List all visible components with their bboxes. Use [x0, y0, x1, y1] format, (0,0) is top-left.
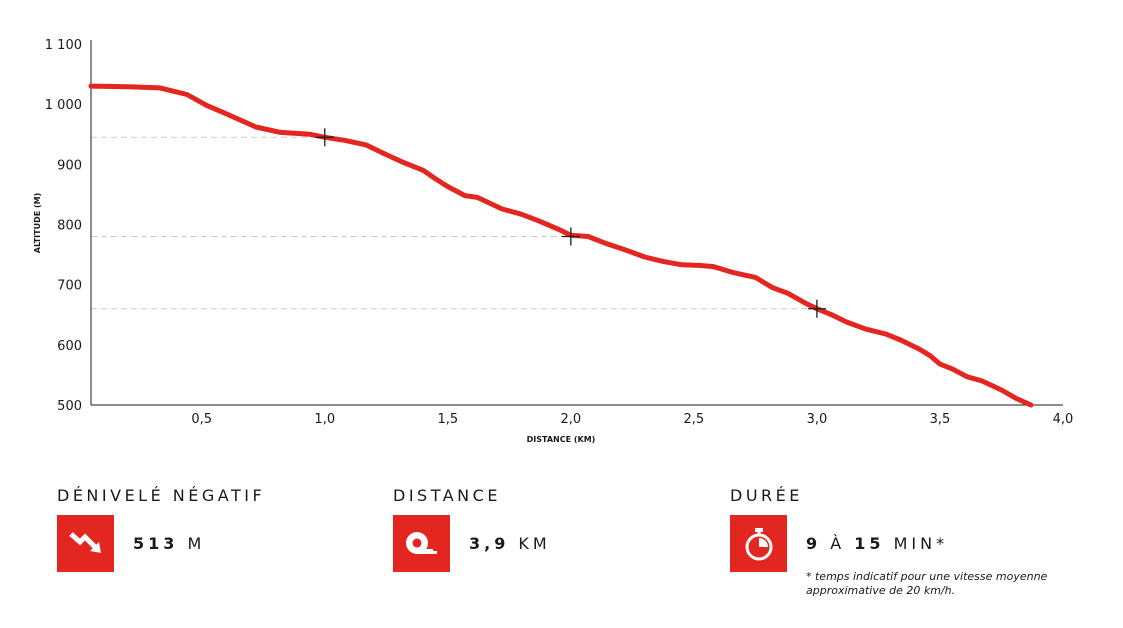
- tape-measure-icon: [393, 515, 450, 572]
- y-tick-label: 1 000: [45, 98, 82, 113]
- guide-lines: [91, 136, 817, 310]
- stopwatch-icon: [730, 515, 787, 572]
- y-tick-label: 800: [57, 219, 82, 234]
- x-tick-label: 2,5: [684, 412, 705, 427]
- y-tick-label: 900: [57, 158, 82, 173]
- x-tick-label: 0,5: [191, 412, 212, 427]
- km-marker: [315, 128, 334, 147]
- stat-distance-label: DISTANCE: [393, 486, 501, 505]
- x-tick-label: 4,0: [1053, 412, 1074, 427]
- y-axis-title: ALTITUDE (M): [33, 193, 42, 254]
- stat-distance: DISTANCE 3,9 KM: [393, 486, 547, 572]
- km-marker: [807, 299, 826, 318]
- altitude-chart: 1 100 1 000 900 800 700 600 500 0,5 1,0 1,5 2,0 2,…: [33, 38, 1073, 444]
- x-axis-title: DISTANCE (KM): [527, 435, 596, 444]
- stat-duration-label: DURÉE: [730, 486, 803, 505]
- stat-duration: DURÉE 9 À 15 MIN* * temps indicatif pour…: [730, 486, 1047, 597]
- y-tick-label: 500: [57, 399, 82, 414]
- x-tick-label: 1,0: [314, 412, 335, 427]
- y-tick-label: 600: [57, 339, 82, 354]
- stat-elevation-value: 513 M: [133, 534, 206, 553]
- stat-distance-value: 3,9 KM: [469, 534, 551, 553]
- x-tick-label: 3,5: [930, 412, 951, 427]
- y-tick-label: 700: [57, 279, 82, 294]
- km-marker: [561, 227, 580, 246]
- x-tick-label: 1,5: [437, 412, 458, 427]
- stat-duration-value: 9 À 15 MIN*: [806, 534, 949, 553]
- x-tick-label: 3,0: [807, 412, 828, 427]
- descent-arrow-icon: [57, 515, 114, 572]
- km-markers: [315, 128, 826, 318]
- x-tick-labels: 0,5 1,0 1,5 2,0 2,5 3,0 3,5 4,0: [191, 412, 1073, 427]
- duration-footnote: * temps indicatif pour une vitesse moyen…: [806, 570, 1048, 597]
- y-tick-labels: 1 100 1 000 900 800 700 600 500: [45, 38, 82, 414]
- altitude-profile-line: [88, 83, 1034, 408]
- stat-elevation-label: DÉNIVELÉ NÉGATIF: [57, 486, 266, 505]
- stat-elevation: DÉNIVELÉ NÉGATIF 513 M: [57, 486, 266, 572]
- y-tick-label: 1 100: [45, 38, 82, 53]
- x-tick-label: 2,0: [561, 412, 582, 427]
